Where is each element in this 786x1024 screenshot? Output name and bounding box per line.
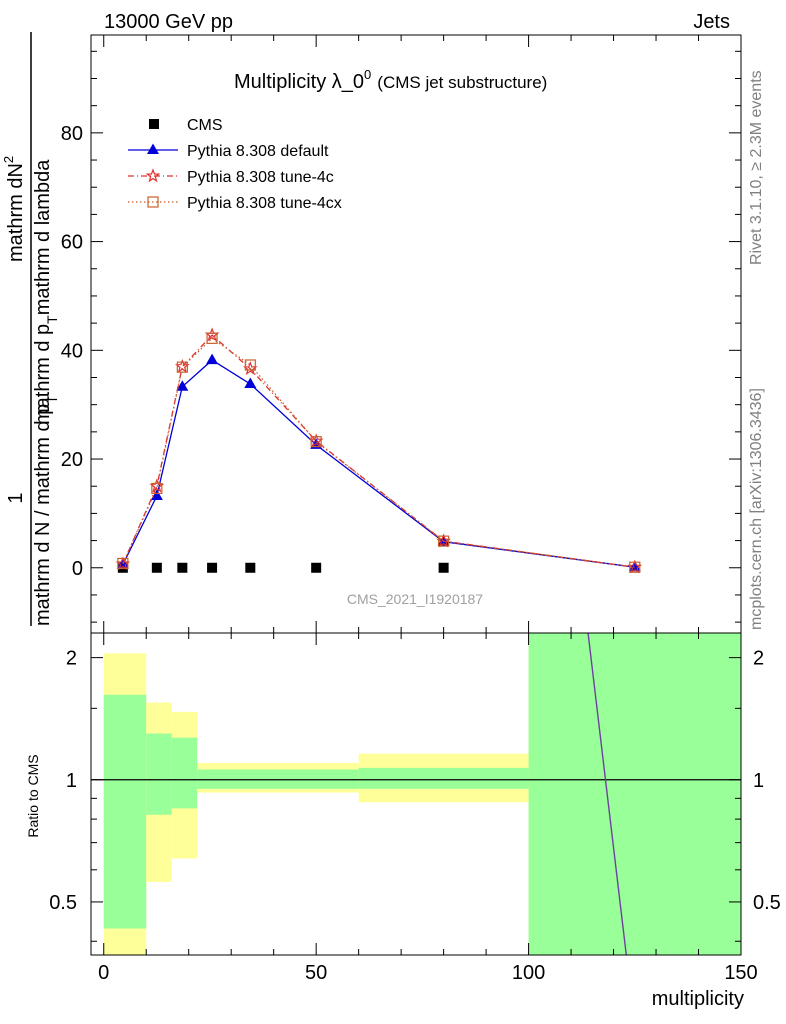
analysis-watermark: CMS_2021_I1920187 [347, 591, 483, 607]
x-tick-label: 150 [724, 962, 757, 984]
ratio-bands [103, 633, 741, 955]
legend: CMS Pythia 8.308 default Pythia 8.308 tu… [128, 117, 342, 212]
data-point [244, 377, 257, 389]
data-point [117, 557, 129, 570]
series-line [122, 334, 635, 568]
main-ticks: 0 20 40 60 80 [61, 35, 742, 633]
svg-text:Pythia 8.308 default: Pythia 8.308 default [187, 143, 329, 160]
svg-text:Pythia 8.308 tune-4c: Pythia 8.308 tune-4c [187, 169, 334, 186]
x-tick-label: 100 [512, 962, 545, 984]
data-point [176, 380, 189, 391]
svg-text:CMS: CMS [187, 117, 223, 134]
main-panel: 0 20 40 60 80 Multiplicity λ_00 (CMS jet subs… [61, 34, 742, 634]
legend-item-pythia-default: Pythia 8.308 default [128, 143, 329, 160]
data-point [436, 533, 451, 548]
data-point [311, 562, 322, 573]
data-point [206, 332, 218, 344]
ratio-y-tick-label: 1 [66, 770, 77, 792]
ratio-y-tick-label-right: 1 [753, 770, 764, 792]
header-left: 13000 GeV pp [104, 11, 233, 33]
main-y-tick-label: 20 [61, 449, 83, 471]
uncertainty-band-inner [197, 769, 359, 789]
ratio-y-tick-label-right: 0.5 [753, 892, 781, 914]
legend-item-pythia-tune-4cx: Pythia 8.308 tune-4cx [128, 195, 342, 212]
ratio-ticks: 0.5 0.5 1 1 2 2 0 50 100 150 [49, 633, 781, 984]
main-y-tick-label: 0 [72, 558, 83, 580]
ratio-ylabel: Ratio to CMS [25, 754, 41, 837]
data-point [438, 562, 449, 573]
legend-star-marker [145, 168, 161, 183]
ratio-y-tick-label: 0.5 [49, 892, 77, 914]
x-tick-label: 50 [305, 962, 327, 984]
main-series [115, 327, 643, 574]
ylabel-inner-numerator: mathrm dN2 [1, 156, 27, 262]
ratio-y-tick-label: 2 [66, 648, 77, 670]
legend-item-pythia-tune-4c: Pythia 8.308 tune-4c [128, 168, 334, 186]
main-y-tick-label: 40 [61, 340, 83, 362]
data-point [244, 359, 256, 371]
data-point [242, 361, 258, 375]
ratio-y-tick-label-right: 2 [753, 648, 764, 670]
series-line [122, 359, 635, 568]
series-line [122, 337, 635, 568]
ratio-panel: 0.5 0.5 1 1 2 2 0 50 100 150 Ratio to CMS multipl… [25, 632, 781, 1010]
data-point [310, 436, 322, 448]
data-point [149, 478, 165, 493]
ratio-curve [587, 632, 627, 956]
data-point [308, 433, 324, 448]
uncertainty-band-inner [103, 694, 147, 929]
ylabel-one: 1 [5, 492, 27, 503]
uncertainty-band-inner [171, 737, 198, 809]
series-pythia-8-308-default [116, 353, 641, 572]
data-point [151, 482, 163, 494]
data-point [438, 535, 450, 547]
uncertainty-band-inner [146, 733, 172, 815]
data-point [207, 562, 218, 573]
header-right: Jets [693, 11, 730, 33]
main-ylabel: 1 mathrm d N / mathrm d pT mathrm dN2 ma… [1, 32, 60, 626]
uncertainty-band-inner [358, 767, 529, 789]
series-pythia-8-308-tune-4c [115, 327, 643, 574]
data-point [245, 562, 256, 573]
data-point [176, 361, 188, 373]
data-point [206, 353, 219, 365]
series-pythia-8-308-tune-4cx [117, 332, 641, 573]
svg-text:Pythia 8.308 tune-4cx: Pythia 8.308 tune-4cx [187, 195, 342, 212]
x-tick-label: 0 [98, 962, 109, 984]
data-point [115, 556, 131, 571]
ratio-frame [90, 632, 742, 956]
data-point [629, 561, 641, 573]
data-point [177, 562, 188, 573]
ylabel-inner-denominator: mathrm d pTmathrm d lambda [32, 159, 60, 425]
mcplots-info: mcplots.cern.ch [arXiv:1306.3436] [748, 388, 765, 630]
rivet-info: Rivet 3.1.10, ≥ 2.3M events [748, 70, 765, 265]
main-y-tick-label: 80 [61, 123, 83, 145]
uncertainty-band-inner [528, 633, 741, 955]
x-axis-label: multiplicity [652, 988, 744, 1010]
main-y-tick-label: 60 [61, 232, 83, 254]
ylabel-denominator: mathrm d N / mathrm d pT [32, 395, 60, 626]
data-point [627, 559, 643, 574]
series-cms [117, 562, 449, 573]
legend-item-cms: CMS [149, 117, 223, 134]
chart-title: Multiplicity λ_00 (CMS jet substructure) [234, 67, 547, 93]
ratio-series [587, 632, 627, 956]
data-point [150, 489, 163, 501]
data-point [151, 562, 162, 573]
